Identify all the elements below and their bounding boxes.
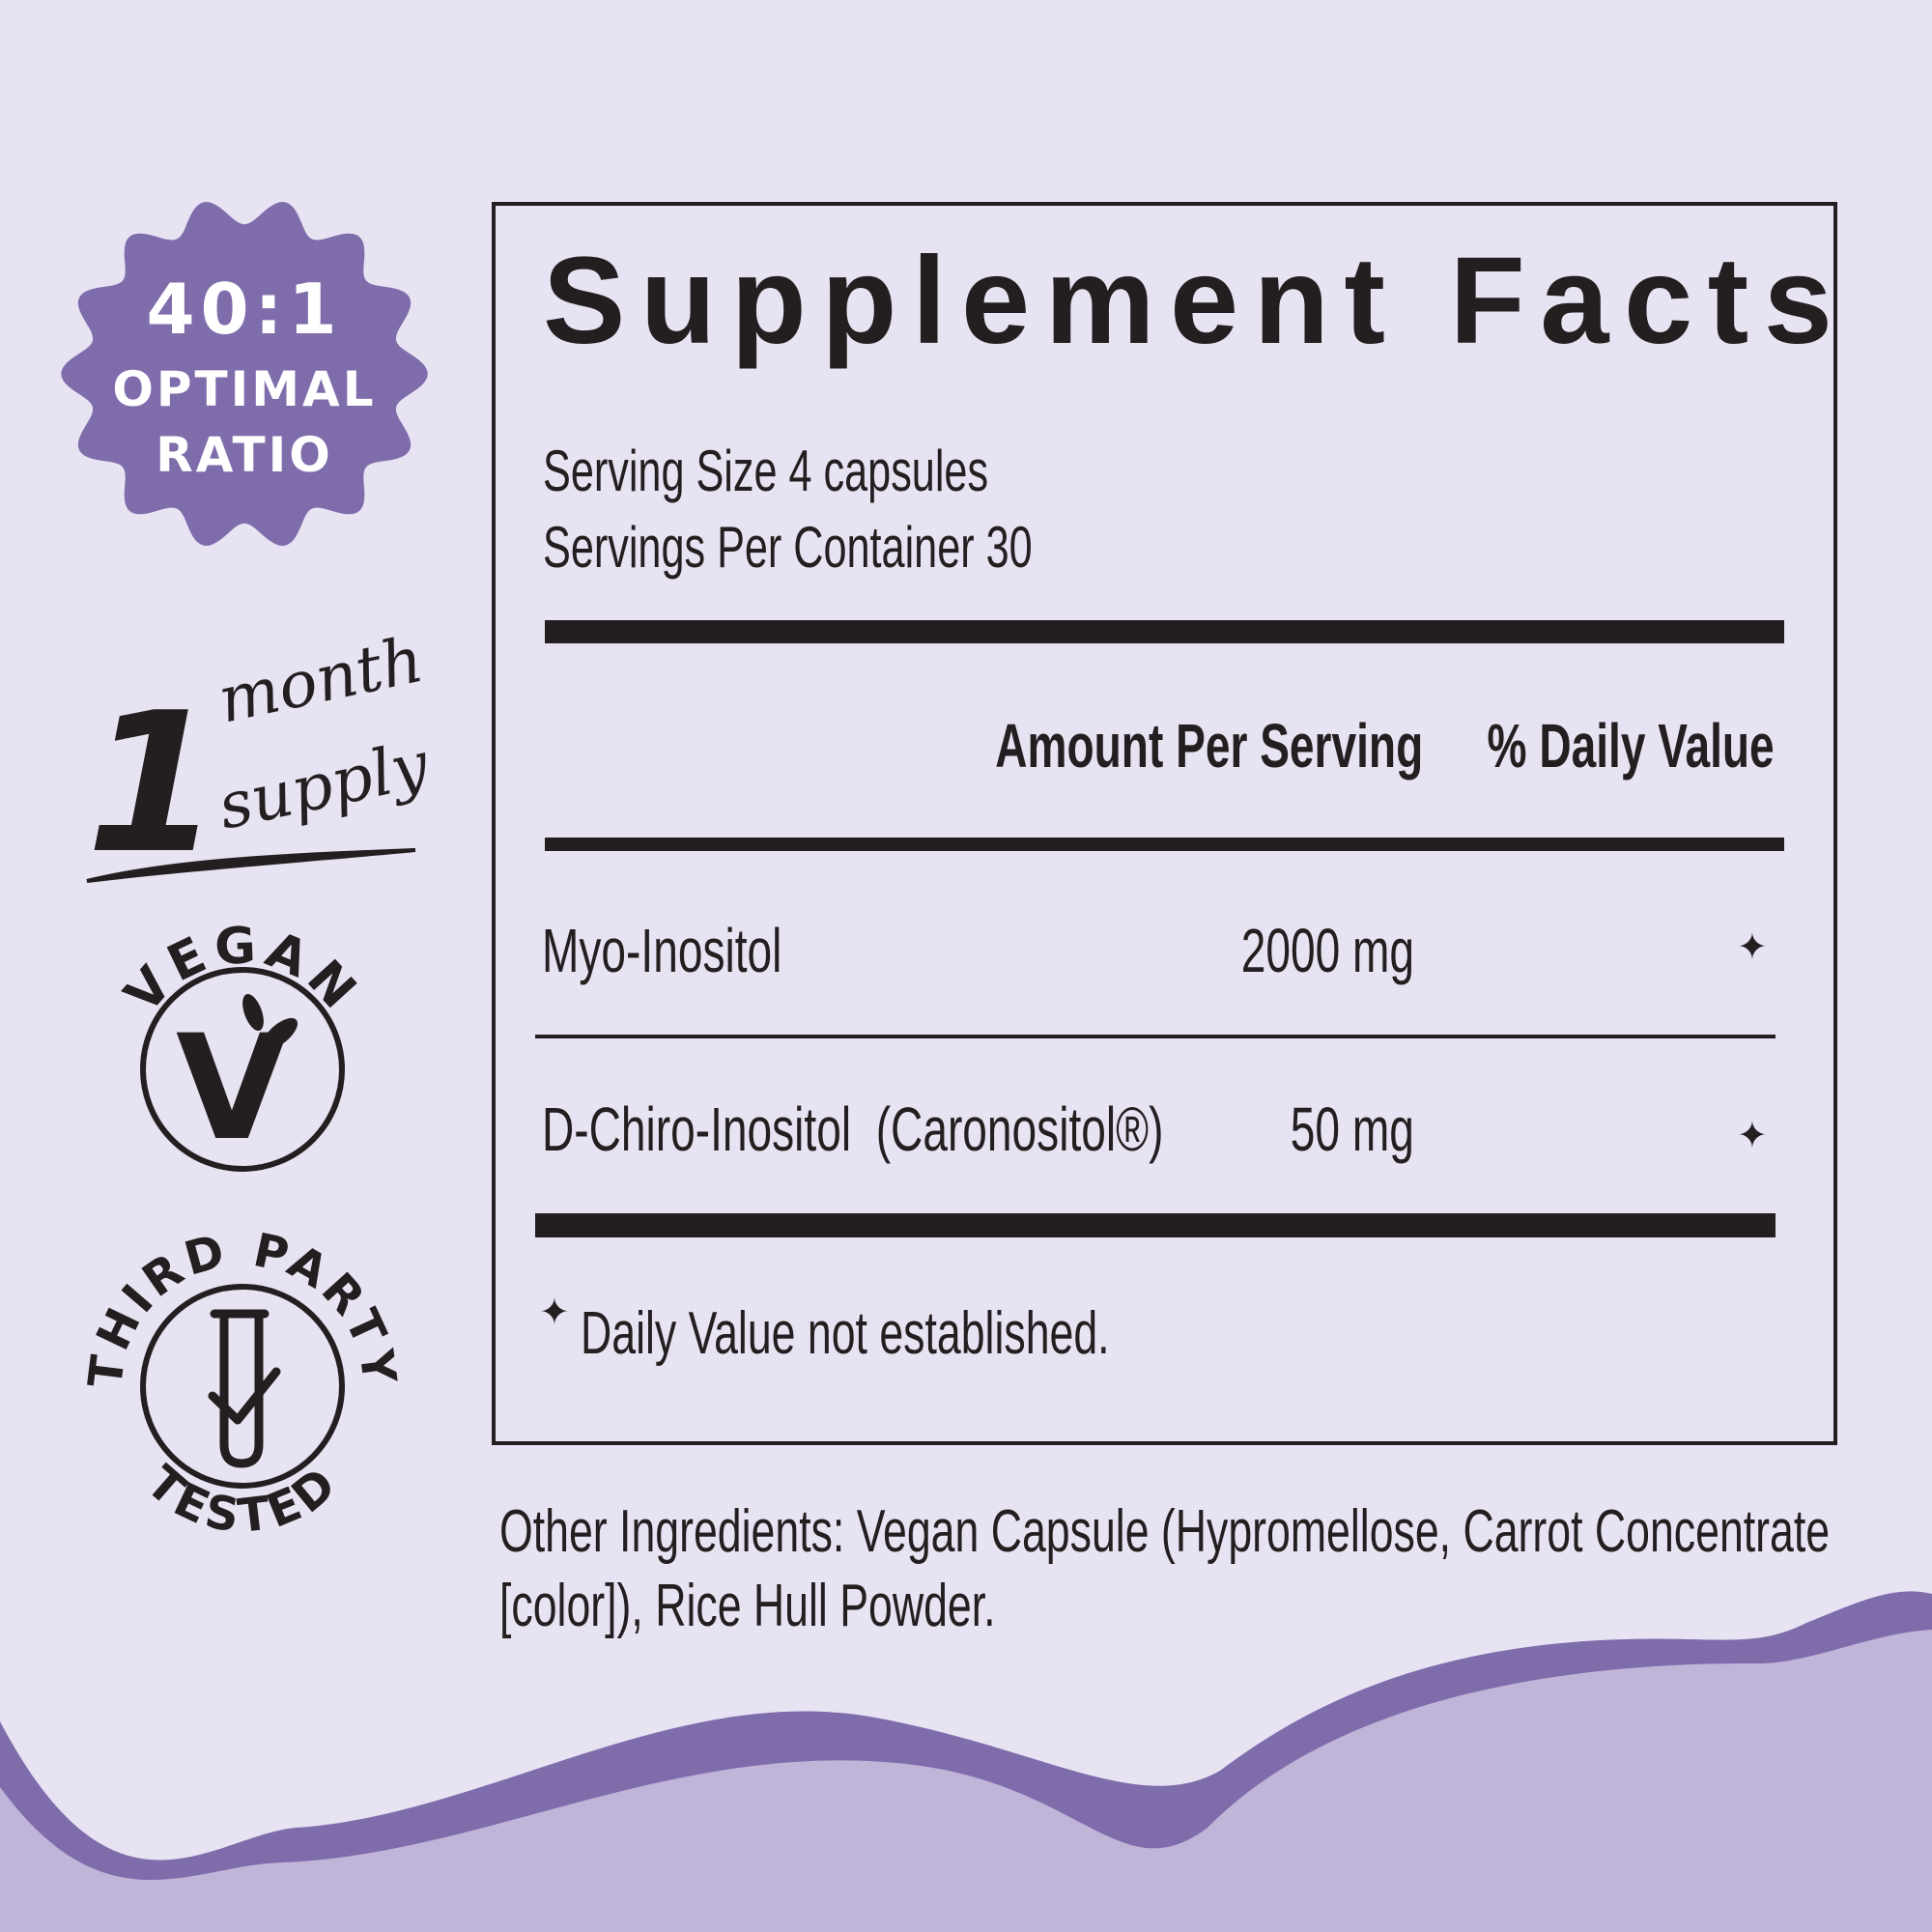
svg-text:THIRD PARTY: THIRD PARTY [78,1223,407,1391]
supplement-facts-panel [492,202,1837,1445]
nutrient-amount: 2000 mg [1240,916,1414,985]
third-party-badge: THIRD PARTY TESTED [78,1223,407,1544]
footnote-star-icon: ✦ [539,1293,570,1333]
daily-value-star-icon: ✦ [1737,927,1768,968]
wave-light [0,1630,1932,1932]
ratio-line3: RATIO [156,427,333,483]
divider-thick-bottom [535,1213,1776,1237]
swoosh-underline [86,848,416,883]
other-ingredients-line2: [color]), Rice Hull Powder. [499,1573,996,1639]
other-ingredients-line1: Other Ingredients: Vegan Capsule (Hyprom… [499,1498,1831,1565]
footnote: Daily Value not established. [581,1300,1110,1367]
badges: 40:1 OPTIMAL RATIO 1 month supply VEGAN … [61,202,436,1544]
nutrient-amount: 50 mg [1290,1094,1414,1164]
vegan-badge: VEGAN V [114,917,365,1173]
divider-medium [545,838,1784,851]
nutrient-name: D-Chiro-Inositol (Caronositol®) [542,1094,1164,1164]
nutrient-name: Myo-Inositol [542,916,782,985]
month-supply-badge: 1 month supply [86,622,436,896]
svg-text:TESTED: TESTED [136,1455,349,1544]
supply-word1: month [212,622,429,738]
daily-value-star-icon: ✦ [1737,1116,1768,1156]
divider-thick [545,620,1784,643]
servings-per-container: Servings Per Container 30 [543,515,1033,580]
ratio-number: 40:1 [146,269,342,350]
serving-size: Serving Size 4 capsules [543,439,989,503]
tested-label: TESTED [136,1455,345,1544]
ratio-line2: OPTIMAL [112,361,376,417]
panel-title: Supplement Facts [543,232,1848,370]
column-header-amount: Amount Per Serving [995,711,1423,781]
supply-number: 1 [86,671,220,896]
supply-word2: supply [212,727,435,844]
third-party-label: THIRD PARTY [78,1223,403,1391]
column-header-daily-value: % Daily Value [1487,711,1775,781]
test-tube-check-icon [208,1309,281,1468]
ratio-badge: 40:1 OPTIMAL RATIO [61,202,428,546]
leaf-icon [242,993,298,1050]
divider-thin [535,1035,1776,1038]
starburst-shape [61,202,428,546]
